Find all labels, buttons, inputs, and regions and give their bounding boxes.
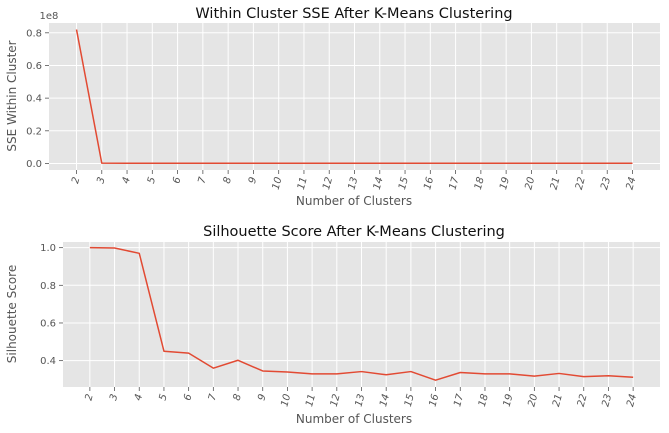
sse-x-tick-label: 7 bbox=[196, 175, 208, 185]
silhouette-x-tick-label: 5 bbox=[158, 393, 170, 402]
silhouette-line bbox=[89, 246, 634, 381]
silhouette-x-tick-label: 11 bbox=[304, 393, 318, 408]
silhouette-x-tick-label: 13 bbox=[353, 393, 367, 408]
silhouette-y-tick-label: 1.0 bbox=[40, 243, 56, 254]
silhouette-x-tick-label: 8 bbox=[232, 393, 244, 402]
sse-x-tick-label: 15 bbox=[397, 176, 411, 191]
sse-ticks: 2 3 4 5 6 7 8 9 10 11 12 13 14 15 16 17 18 19 20 21 22 23 240.… bbox=[26, 28, 638, 191]
sse-x-tick-label: 18 bbox=[473, 176, 487, 191]
sse-x-tick-label: 17 bbox=[448, 175, 462, 191]
silhouette-x-tick-label: 23 bbox=[600, 393, 614, 408]
sse-x-tick-label: 13 bbox=[346, 176, 360, 191]
silhouette-x-tick-label: 19 bbox=[502, 393, 516, 408]
sse-x-tick-label: 10 bbox=[271, 176, 285, 191]
silhouette-chart-title: Silhouette Score After K-Means Clusterin… bbox=[203, 224, 505, 240]
silhouette-x-tick-label: 3 bbox=[108, 393, 120, 402]
sse-x-tick-label: 9 bbox=[247, 176, 259, 185]
sse-x-tick-label: 24 bbox=[624, 176, 638, 191]
silhouette-x-tick-label: 24 bbox=[625, 393, 639, 408]
silhouette-x-tick-label: 16 bbox=[428, 393, 442, 408]
silhouette-x-tick-label: 10 bbox=[279, 393, 293, 408]
sse-y-tick-label: 0.6 bbox=[26, 61, 42, 72]
silhouette-y-tick-label: 0.4 bbox=[40, 356, 56, 367]
sse-x-tick-label: 11 bbox=[296, 176, 310, 191]
silhouette-y-tick-label: 0.8 bbox=[40, 281, 56, 292]
sse-x-tick-label: 5 bbox=[146, 176, 158, 185]
silhouette-x-tick-label: 9 bbox=[256, 393, 268, 402]
silhouette-y-tick-label: 0.6 bbox=[40, 318, 56, 329]
sse-y-offset-label: 1e8 bbox=[40, 11, 59, 22]
sse-x-tick-label: 21 bbox=[549, 176, 563, 191]
sse-x-tick-label: 12 bbox=[321, 176, 335, 191]
sse-line bbox=[75, 29, 633, 165]
sse-x-tick-label: 6 bbox=[171, 176, 183, 185]
sse-y-tick-label: 0.0 bbox=[26, 159, 42, 170]
sse-y-tick-label: 0.4 bbox=[26, 94, 42, 105]
silhouette-x-axis-label: Number of Clusters bbox=[296, 412, 412, 426]
silhouette-x-tick-label: 6 bbox=[182, 393, 194, 402]
sse-x-tick-label: 4 bbox=[121, 176, 133, 185]
sse-chart: 2 3 4 5 6 7 8 9 10 11 12 13 14 15 16 17 18 19 20 21 22 23 240.… bbox=[5, 6, 660, 208]
silhouette-x-tick-label: 14 bbox=[378, 393, 392, 408]
silhouette-x-tick-label: 12 bbox=[329, 393, 343, 408]
silhouette-ticks: 2 3 4 5 6 7 8 9 10 11 12 13 14 15 16 17 18 19 20 21 22 23 240.… bbox=[40, 243, 639, 408]
sse-x-tick-label: 2 bbox=[70, 176, 82, 185]
sse-x-tick-label: 14 bbox=[372, 176, 386, 191]
silhouette-x-tick-label: 2 bbox=[83, 393, 95, 402]
silhouette-grid bbox=[63, 242, 660, 387]
silhouette-chart: 2 3 4 5 6 7 8 9 10 11 12 13 14 15 16 17 18 19 20 21 22 23 240.… bbox=[5, 224, 660, 426]
silhouette-x-tick-label: 15 bbox=[403, 393, 417, 408]
silhouette-x-tick-label: 4 bbox=[133, 393, 145, 402]
silhouette-x-tick-label: 22 bbox=[576, 393, 590, 408]
silhouette-x-tick-label: 21 bbox=[551, 393, 565, 408]
sse-y-tick-label: 0.8 bbox=[26, 28, 42, 39]
silhouette-x-tick-label: 20 bbox=[526, 393, 540, 408]
sse-y-tick-label: 0.2 bbox=[26, 126, 42, 137]
sse-chart-title: Within Cluster SSE After K-Means Cluster… bbox=[195, 6, 512, 22]
silhouette-x-tick-label: 17 bbox=[452, 392, 466, 408]
sse-x-tick-label: 19 bbox=[498, 176, 512, 191]
sse-y-axis-label: SSE Within Cluster bbox=[5, 40, 19, 151]
sse-x-tick-label: 20 bbox=[523, 176, 537, 191]
silhouette-x-tick-label: 7 bbox=[207, 392, 219, 402]
sse-x-axis-label: Number of Clusters bbox=[296, 194, 412, 208]
sse-x-tick-label: 16 bbox=[422, 176, 436, 191]
silhouette-y-axis-label: Silhouette Score bbox=[5, 265, 19, 363]
silhouette-x-tick-label: 18 bbox=[477, 393, 491, 408]
sse-x-tick-label: 3 bbox=[95, 176, 107, 185]
sse-x-tick-label: 23 bbox=[599, 176, 613, 191]
sse-x-tick-label: 22 bbox=[574, 176, 588, 191]
sse-x-tick-label: 8 bbox=[222, 176, 234, 185]
